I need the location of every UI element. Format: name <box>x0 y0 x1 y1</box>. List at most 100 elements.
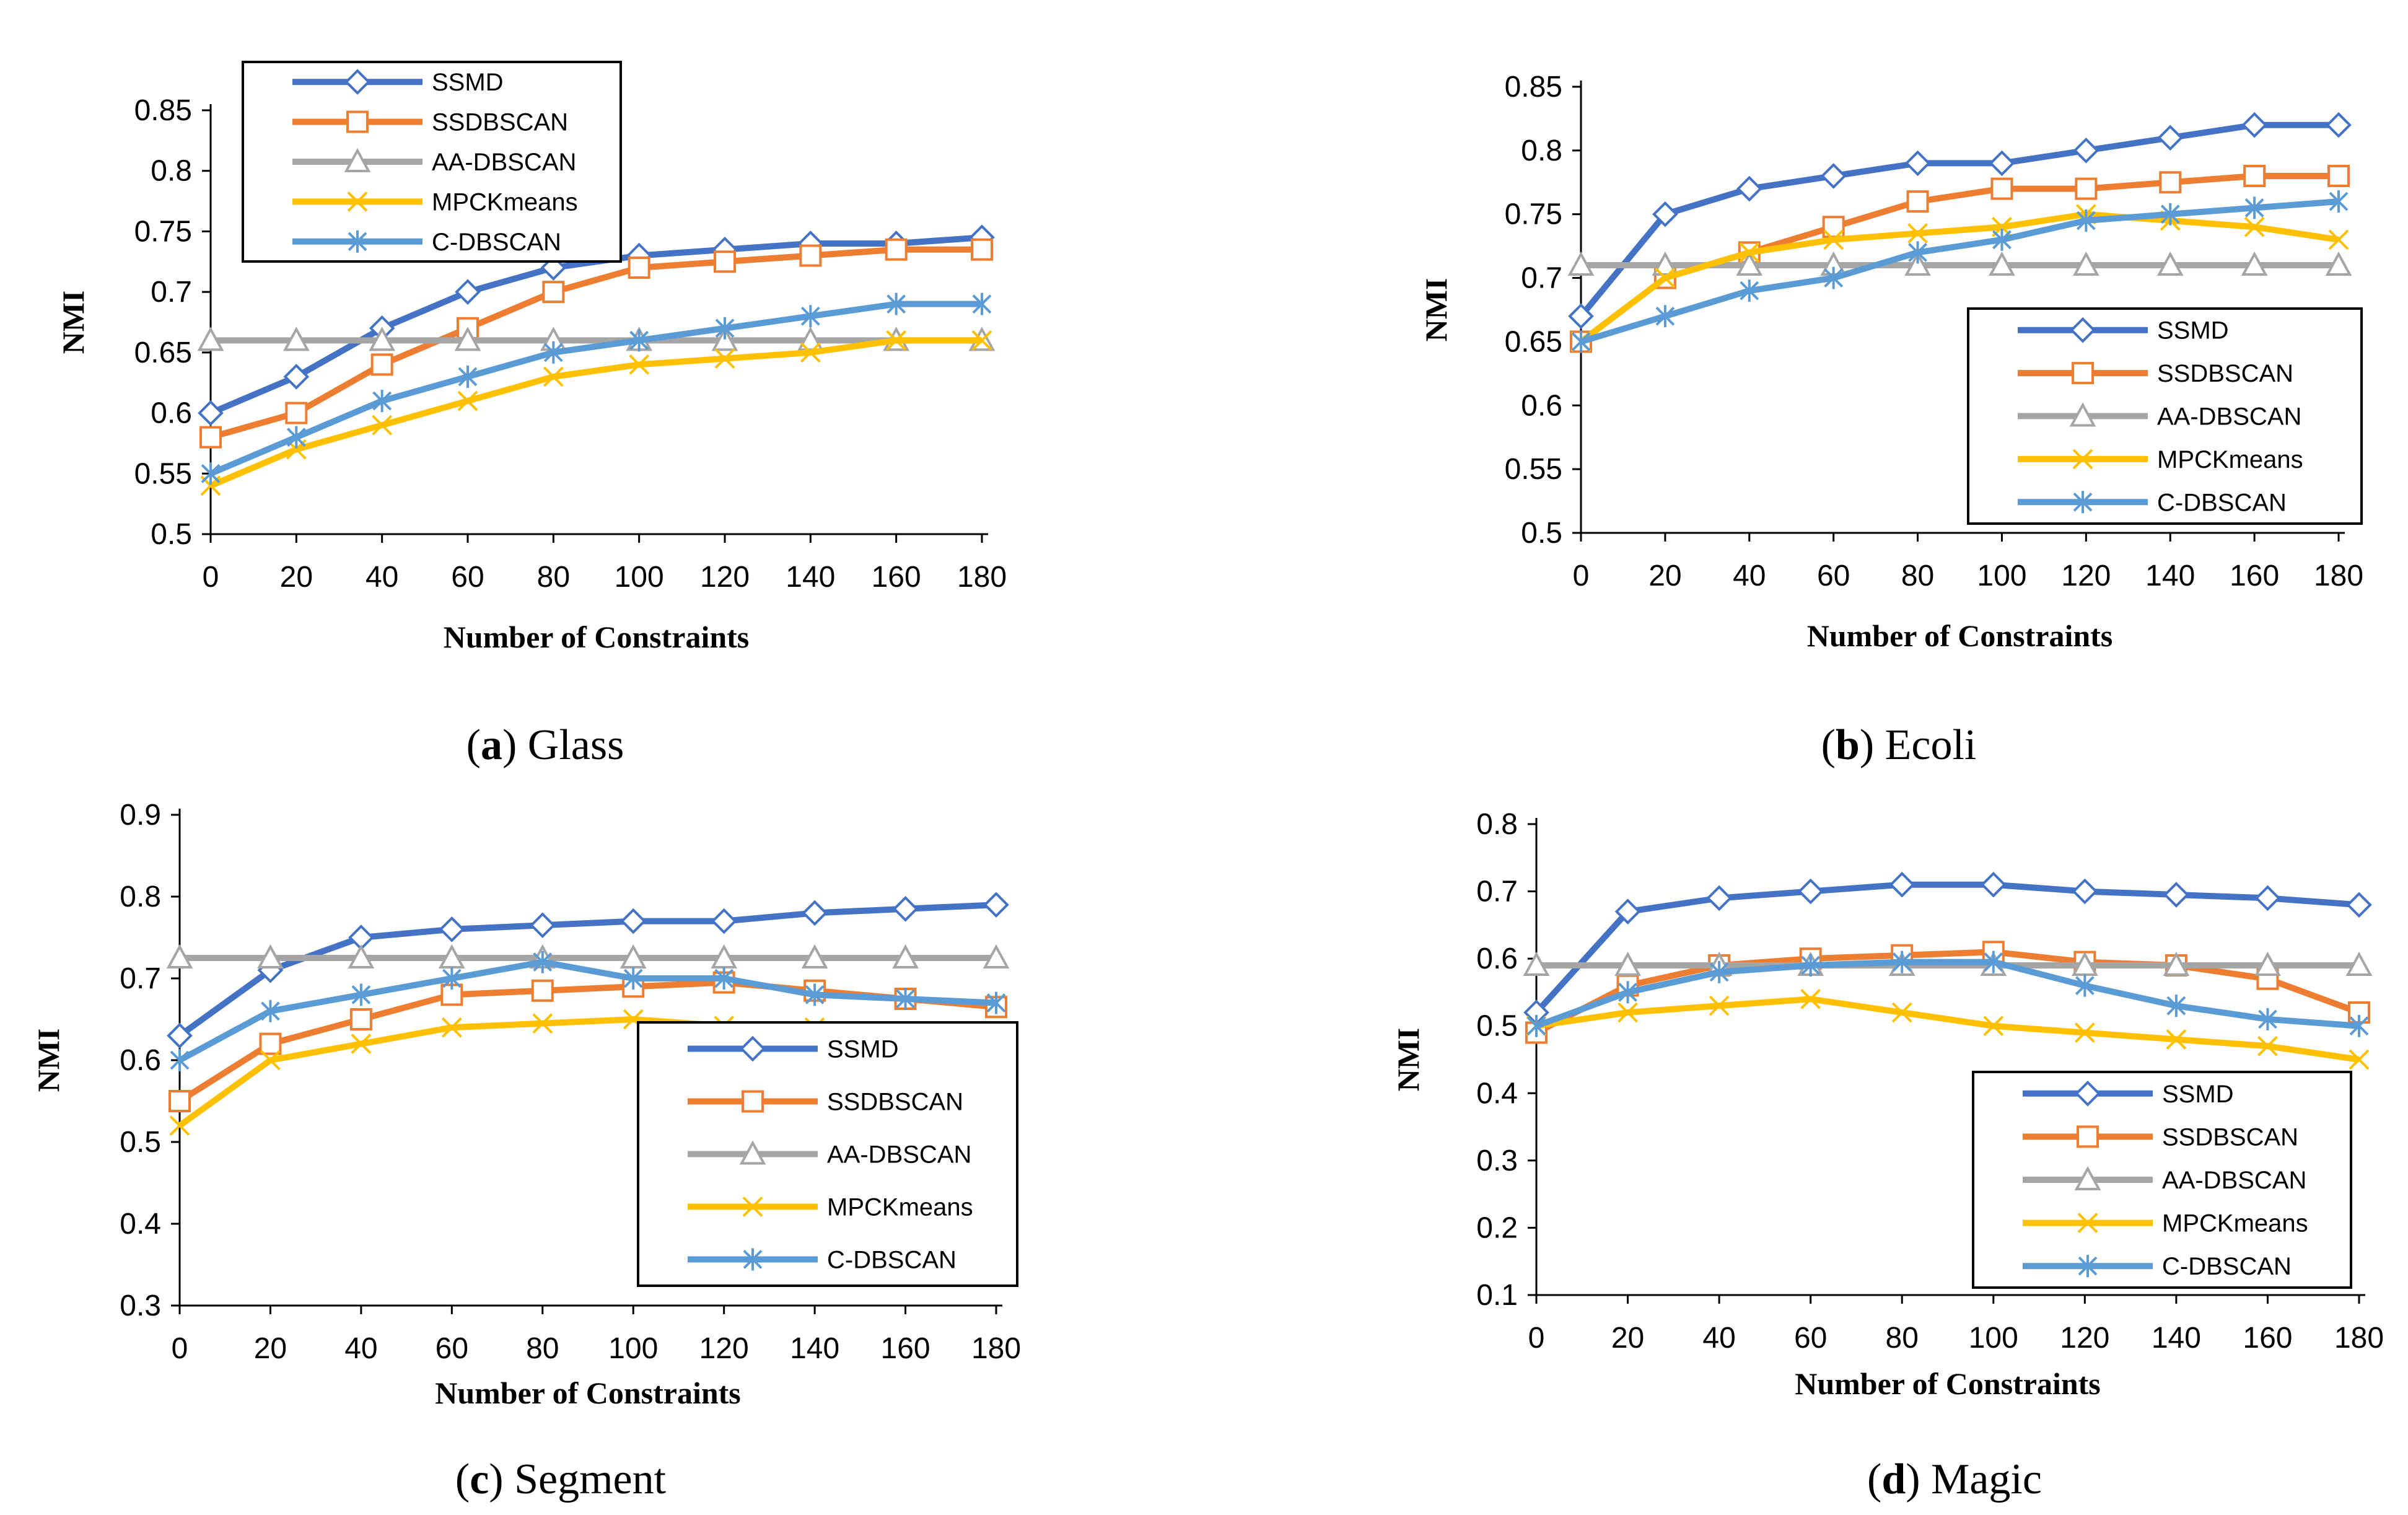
legend: SSMD SSDBSCAN AA-DBSCAN MPCKmeans C-DBSCAN <box>637 1021 1018 1287</box>
legend-label: SSDBSCAN <box>2157 360 2293 387</box>
data-point <box>1980 871 2007 898</box>
data-point <box>2346 892 2372 918</box>
caption-paren: ( <box>466 721 481 769</box>
data-point <box>1989 150 2015 177</box>
data-point <box>457 390 478 411</box>
data-point <box>886 330 907 351</box>
data-point <box>260 1050 281 1071</box>
x-tick-label: 160 <box>881 1332 930 1365</box>
data-point <box>1984 951 2003 973</box>
series-mpckmeans <box>1526 988 2370 1070</box>
caption-letter: b <box>1836 721 1860 769</box>
x-tick-label: 60 <box>1817 560 1850 592</box>
data-point <box>623 967 643 990</box>
panel-caption: (c) Segment <box>455 1456 667 1503</box>
legend-label: SSDBSCAN <box>432 109 568 136</box>
series-line <box>1578 121 2339 318</box>
data-point <box>2254 885 2281 911</box>
series-c-dbscan <box>170 951 1006 1071</box>
x-tick-label: 140 <box>786 561 835 594</box>
data-point <box>892 895 919 922</box>
legend-marker <box>2077 1125 2099 1148</box>
data-point <box>283 364 310 390</box>
y-tick-label: 0.5 <box>120 1126 161 1159</box>
data-point <box>2159 171 2182 194</box>
legend-label: AA-DBSCAN <box>2162 1167 2306 1194</box>
data-point <box>454 327 481 351</box>
panel-caption: (a) Glass <box>466 721 624 769</box>
y-axis-title: NMI <box>1391 1028 1425 1092</box>
data-point <box>2156 251 2184 276</box>
legend: SSMD SSDBSCAN AA-DBSCAN MPCKmeans C-DBSCAN <box>1967 307 2363 525</box>
series-line <box>1580 198 2339 345</box>
x-tick-label: 120 <box>2061 560 2111 592</box>
x-tick-label: 20 <box>1648 560 1681 592</box>
data-point <box>370 353 393 376</box>
caption-name: Glass <box>528 721 624 769</box>
x-tick-label: 40 <box>1702 1322 1735 1355</box>
data-point <box>714 967 734 990</box>
y-tick-label: 0.4 <box>1476 1077 1518 1110</box>
data-point <box>372 390 392 413</box>
caption-paren: ) <box>502 721 528 769</box>
x-tick-label: 180 <box>2334 1322 2384 1355</box>
y-tick-label: 0.9 <box>120 799 161 832</box>
series-line <box>209 246 982 441</box>
data-point <box>1983 1016 2004 1037</box>
caption-paren: ( <box>1867 1456 1881 1503</box>
data-point <box>1709 960 1729 983</box>
x-tick-label: 40 <box>366 561 398 594</box>
legend: SSMD SSDBSCAN AA-DBSCAN MPCKmeans C-DBSCAN <box>1972 1071 2352 1289</box>
legend-marker <box>347 191 368 212</box>
legend-marker <box>2074 1166 2101 1190</box>
data-point <box>441 1017 462 1038</box>
y-tick-label: 0.7 <box>1521 262 1562 295</box>
data-point <box>2349 1014 2369 1037</box>
caption-letter: d <box>1881 1456 1906 1503</box>
legend-marker <box>743 1248 763 1271</box>
data-point <box>885 238 908 261</box>
data-point <box>1800 988 1821 1009</box>
data-point <box>2349 1049 2370 1070</box>
y-tick-label: 0.7 <box>151 276 192 309</box>
y-tick-label: 0.75 <box>1505 198 1562 231</box>
y-tick-label: 0.85 <box>134 94 192 127</box>
data-point <box>1614 898 1641 924</box>
data-point <box>257 944 284 968</box>
legend-marker <box>2075 1080 2101 1107</box>
data-point <box>1655 305 1675 328</box>
data-point <box>971 330 992 351</box>
y-tick-label: 0.4 <box>120 1208 161 1241</box>
data-point <box>971 238 993 261</box>
series-line <box>178 959 997 1063</box>
caption-paren: ( <box>455 1456 470 1503</box>
x-tick-label: 0 <box>203 561 219 594</box>
data-point <box>1736 251 1763 276</box>
x-tick-label: 80 <box>526 1332 559 1365</box>
data-point <box>983 944 1010 968</box>
data-point <box>531 979 554 1002</box>
data-point <box>2329 190 2349 213</box>
data-point <box>2325 251 2352 276</box>
data-point <box>2241 112 2267 138</box>
data-point <box>2345 951 2373 976</box>
x-tick-label: 100 <box>1977 560 2026 592</box>
data-point <box>1907 223 1928 244</box>
x-tick-label: 140 <box>2145 560 2195 592</box>
x-tick-label: 80 <box>537 561 570 594</box>
panel-caption: (d) Magic <box>1867 1456 2042 1503</box>
legend-label: MPCKmeans <box>827 1194 973 1221</box>
panel-caption: (b) Ecoli <box>1821 721 1977 769</box>
data-point <box>529 912 556 939</box>
data-point <box>170 1049 190 1071</box>
series-line <box>1578 211 2339 345</box>
legend-marker <box>740 1035 766 1062</box>
data-point <box>2163 882 2189 908</box>
y-tick-label: 0.55 <box>134 457 192 490</box>
legend-label: C-DBSCAN <box>2157 489 2287 516</box>
data-point <box>972 292 992 315</box>
data-point <box>261 999 280 1022</box>
legend-marker <box>739 1140 766 1165</box>
data-point <box>197 327 224 351</box>
series-line <box>1534 881 2360 1015</box>
